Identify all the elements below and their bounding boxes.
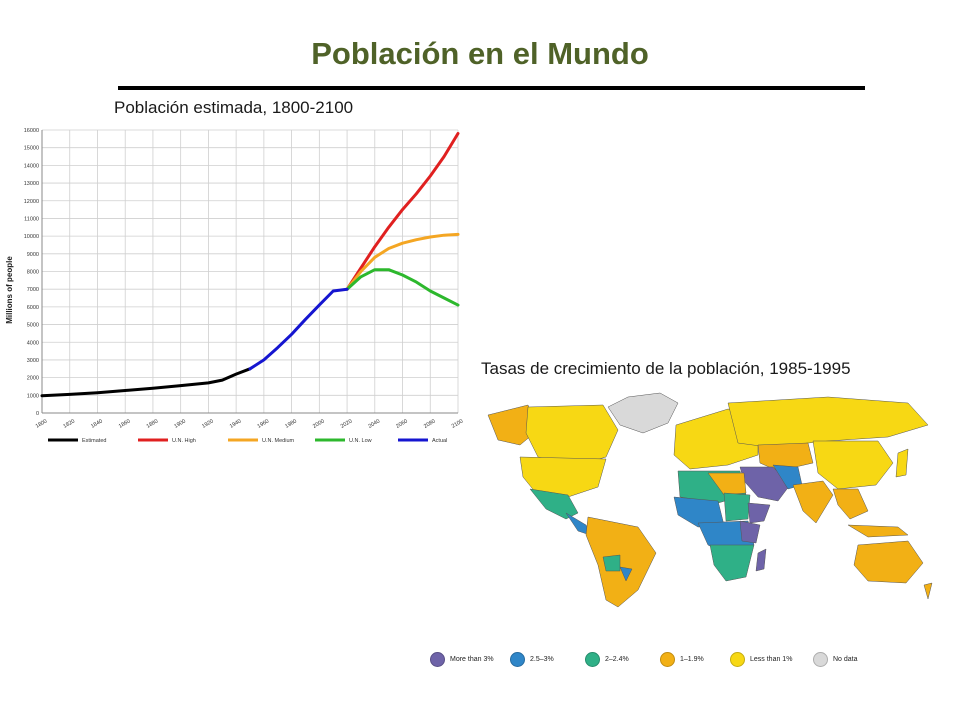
- map-region-india: [792, 480, 834, 524]
- x-tick-label: 2000: [312, 418, 326, 429]
- x-tick-label: 2100: [451, 418, 465, 429]
- chart-grid: [41, 129, 459, 414]
- chart-caption: Población estimada, 1800-2100: [114, 98, 354, 117]
- legend-label: U.N. High: [172, 438, 196, 444]
- map-region-russia: [727, 396, 929, 448]
- legend-label: Estimated: [82, 438, 106, 444]
- y-tick-label: 11000: [24, 216, 39, 222]
- map-legend-item: Less than 1%: [730, 652, 792, 667]
- chart-legend: Estimated U.N. High U.N. Medium U.N. Low Act…: [48, 438, 447, 444]
- x-tick-label: 1820: [62, 418, 76, 429]
- x-tick-label: 2060: [395, 418, 409, 429]
- map-region-paraguay: [619, 566, 633, 582]
- y-tick-label: 9000: [27, 252, 39, 258]
- y-tick-label: 4000: [27, 340, 39, 346]
- y-tick-label: 13000: [24, 181, 39, 187]
- map-legend-swatch: [510, 652, 525, 667]
- map-legend-item: More than 3%: [430, 652, 494, 667]
- map-legend-label: 1–1.9%: [680, 656, 704, 663]
- x-tick-label: 1920: [201, 418, 215, 429]
- y-tick-label: 12000: [24, 199, 39, 205]
- map-caption: Tasas de crecimiento de la población, 19…: [481, 359, 851, 378]
- map-region-madagascar: [755, 548, 767, 572]
- y-tick-label: 1000: [27, 393, 39, 399]
- title-underline: [118, 86, 865, 90]
- x-tick-label: 1860: [118, 418, 132, 429]
- map-region-horn-africa: [747, 502, 771, 524]
- map-region-japan: [895, 448, 909, 478]
- y-tick-label: 15000: [24, 146, 39, 152]
- map-region-libya-egypt: [707, 472, 747, 496]
- map-legend-item: No data: [813, 652, 858, 667]
- map-region-southern-africa: [709, 544, 755, 582]
- y-tick-label: 0: [36, 411, 39, 417]
- map-legend-label: No data: [833, 656, 858, 663]
- series-line-u-n-low: [345, 268, 460, 307]
- y-tick-label: 8000: [27, 270, 39, 276]
- y-tick-label: 3000: [27, 358, 39, 364]
- series-line-estimated: [40, 367, 252, 398]
- x-tick-label: 2080: [423, 418, 437, 429]
- legend-label: Actual: [432, 438, 447, 444]
- map-region-indonesia: [847, 524, 909, 538]
- chart-series: [40, 132, 460, 398]
- y-tick-label: 2000: [27, 376, 39, 382]
- legend-label: U.N. Medium: [262, 438, 295, 444]
- slide-title: Población en el Mundo: [311, 36, 649, 71]
- map-region-south-america: [585, 516, 657, 608]
- y-axis-label: Millions of people: [5, 256, 14, 324]
- map-legend-item: 2–2.4%: [585, 652, 629, 667]
- map-region-east-africa: [739, 520, 761, 544]
- y-tick-label: 5000: [27, 323, 39, 329]
- map-legend-label: 2–2.4%: [605, 656, 629, 663]
- population-line-chart: 1800 1820 1840 1860 1880 1900 1920 1940 1960 1980…: [5, 128, 465, 444]
- legend-label: U.N. Low: [349, 438, 372, 444]
- map-region-australia: [853, 540, 924, 584]
- map-legend: More than 3% 2.5–3% 2–2.4% 1–1.9% Less than …: [430, 652, 930, 674]
- y-tick-label: 16000: [24, 128, 39, 134]
- map-legend-label: More than 3%: [450, 656, 494, 663]
- x-tick-label: 1880: [146, 418, 160, 429]
- series-line-u-n-medium: [345, 232, 460, 291]
- y-tick-label: 10000: [24, 234, 39, 240]
- map-region-sudan: [723, 492, 751, 522]
- series-line-u-n-high: [345, 132, 460, 291]
- map-legend-swatch: [813, 652, 828, 667]
- y-tick-label: 6000: [27, 305, 39, 311]
- x-tick-label: 1800: [35, 418, 49, 429]
- map-legend-label: 2.5–3%: [530, 656, 554, 663]
- map-legend-item: 2.5–3%: [510, 652, 554, 667]
- x-tick-label: 1840: [90, 418, 104, 429]
- x-tick-label: 1960: [257, 418, 271, 429]
- map-region-greenland: [607, 392, 679, 434]
- series-line-actual: [248, 287, 349, 371]
- y-tick-label: 7000: [27, 287, 39, 293]
- map-legend-label: Less than 1%: [750, 656, 793, 663]
- x-tick-label: 1900: [173, 418, 187, 429]
- x-tick-label: 2040: [367, 418, 381, 429]
- x-tick-label: 1980: [284, 418, 298, 429]
- map-legend-swatch: [430, 652, 445, 667]
- map-region-mexico: [529, 488, 579, 520]
- world-growth-map: [487, 392, 933, 608]
- x-tick-label: 2020: [340, 418, 354, 429]
- map-region-southeast-asia: [832, 488, 869, 520]
- map-legend-item: 1–1.9%: [660, 652, 704, 667]
- map-region-china: [812, 440, 894, 490]
- chart-axes: 1800 1820 1840 1860 1880 1900 1920 1940 1960 1980…: [24, 128, 465, 430]
- y-tick-label: 14000: [24, 163, 39, 169]
- map-region-canada: [525, 404, 619, 466]
- map-legend-swatch: [660, 652, 675, 667]
- x-tick-label: 1940: [229, 418, 243, 429]
- map-region-new-zealand: [923, 582, 933, 600]
- map-legend-swatch: [730, 652, 745, 667]
- map-region-bolivia: [602, 554, 621, 572]
- map-legend-swatch: [585, 652, 600, 667]
